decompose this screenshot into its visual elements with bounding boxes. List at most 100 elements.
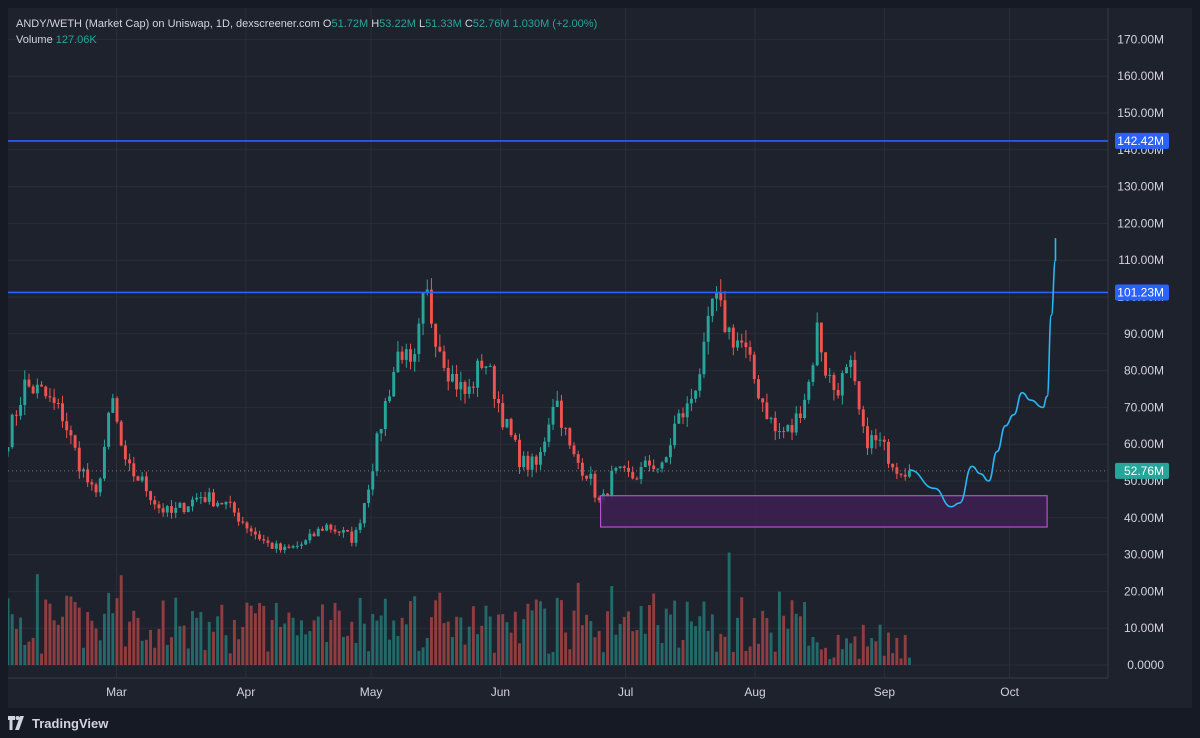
price-tick-label: 160.00M — [1117, 69, 1164, 83]
volume-bar — [853, 636, 857, 665]
price-axis[interactable]: 170.00M160.00M150.00M140.00M130.00M120.0… — [1115, 32, 1169, 672]
projection-path[interactable] — [909, 238, 1057, 508]
candle-body — [388, 396, 391, 402]
volume-bar — [379, 615, 383, 665]
volume-bar — [564, 632, 568, 665]
candle-body — [333, 529, 337, 532]
volume-bar — [300, 620, 303, 665]
candle-body — [262, 539, 266, 541]
support-zone[interactable] — [599, 495, 1048, 528]
volume-bar — [689, 621, 693, 665]
candle-body — [383, 401, 387, 430]
volume-bar — [429, 617, 433, 665]
candle-body — [660, 462, 664, 469]
candle-body — [606, 493, 610, 496]
volume-bar — [350, 621, 354, 665]
candle-body — [35, 384, 39, 394]
horizontal-level-label: 142.42M — [1117, 134, 1164, 148]
candle-body — [559, 400, 563, 428]
candle-body — [790, 425, 794, 433]
candle-body — [308, 533, 312, 541]
volume-bar — [513, 611, 517, 665]
time-axis[interactable]: Mar Apr May Jun Jul Aug Sep Oct — [106, 685, 1019, 699]
volume-bar — [228, 653, 232, 665]
volume-bar — [274, 603, 278, 665]
volume-bar — [442, 623, 446, 665]
candle-body — [576, 454, 580, 463]
candle-body — [161, 508, 165, 513]
candle-body — [861, 409, 865, 427]
candle-body — [757, 379, 760, 399]
volume-bar — [283, 623, 287, 665]
candle-body — [807, 381, 811, 400]
volume-bar — [165, 644, 169, 665]
volume-bar — [769, 632, 773, 665]
candle-body — [467, 386, 471, 394]
candle-body — [744, 342, 748, 348]
candle-body — [61, 403, 64, 422]
candle-body — [358, 523, 362, 530]
candle-body — [98, 478, 102, 493]
volume-bar — [35, 574, 39, 665]
candlestick-chart[interactable]: 170.00M160.00M150.00M140.00M130.00M120.0… — [8, 8, 1192, 708]
volume-bar — [551, 651, 555, 665]
volume-bar — [631, 631, 635, 665]
volume-bar — [354, 643, 358, 665]
last-price-label: 52.76M — [1124, 464, 1164, 478]
candle-body — [886, 441, 890, 464]
candle-body — [421, 292, 425, 324]
volume-bar — [61, 616, 64, 665]
volume-bar — [878, 624, 882, 665]
candle-body — [320, 528, 324, 531]
volume-bar — [597, 631, 601, 665]
candle-body — [878, 439, 882, 441]
volume-bar — [211, 631, 215, 665]
volume-bar — [358, 597, 362, 665]
volume-bar — [660, 643, 664, 665]
candle-body — [291, 546, 295, 548]
candle-body — [203, 497, 207, 502]
candle-body — [413, 354, 417, 362]
volume-bar — [807, 645, 811, 665]
candle-body — [119, 421, 123, 446]
volume-bar — [8, 598, 10, 665]
volume-bar — [392, 620, 396, 665]
volume-bar — [492, 652, 496, 665]
candle-body — [354, 529, 358, 543]
volume-bar — [463, 644, 467, 665]
volume-bar — [404, 624, 408, 665]
candle-body — [794, 413, 798, 433]
volume-bar — [316, 616, 320, 665]
volume-bar — [304, 634, 308, 665]
volume-bar — [786, 628, 790, 665]
volume-bar — [48, 603, 52, 665]
candle-body — [664, 457, 668, 463]
candle-body — [484, 366, 488, 368]
volume-bar — [119, 575, 123, 665]
volume-bar — [614, 634, 618, 665]
volume-bar — [220, 604, 224, 665]
volume-bar — [576, 582, 580, 665]
volume-bar — [132, 610, 136, 665]
candle-body — [824, 352, 828, 376]
candle-body — [216, 502, 220, 507]
chart-area[interactable]: 170.00M 160.00M 150.00M 140.00M 130.00M 120.0… — [8, 8, 1192, 708]
last-price-badge — [1115, 462, 1169, 479]
candle-body — [719, 292, 723, 301]
volume-bar — [773, 651, 777, 665]
candle-body — [656, 468, 660, 470]
volume-bar — [861, 624, 865, 665]
volume-bar — [346, 635, 350, 665]
volume-bar — [102, 613, 106, 665]
volume-bar — [501, 614, 505, 665]
candle-body — [488, 365, 492, 367]
volume-bar — [811, 636, 815, 665]
candle-body — [107, 412, 111, 447]
volume-bar — [199, 612, 203, 665]
volume-bar — [681, 639, 685, 665]
candle-body — [731, 327, 735, 348]
volume-bar — [174, 597, 178, 665]
volume-bar — [761, 610, 765, 665]
candle-body — [819, 322, 823, 353]
volume-bar — [245, 602, 249, 665]
